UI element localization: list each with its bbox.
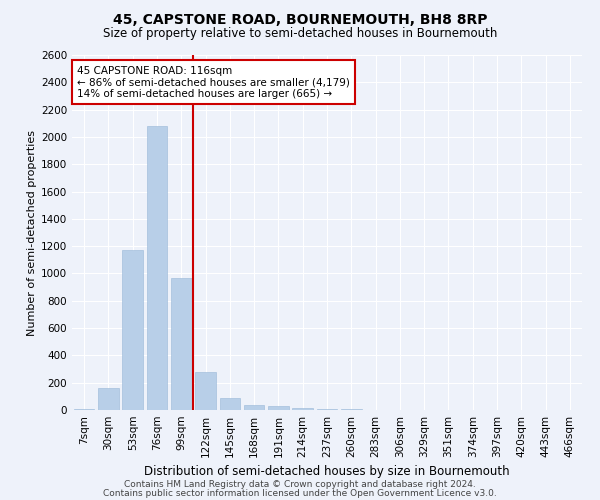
Text: 45, CAPSTONE ROAD, BOURNEMOUTH, BH8 8RP: 45, CAPSTONE ROAD, BOURNEMOUTH, BH8 8RP bbox=[113, 12, 487, 26]
Bar bbox=[292, 408, 313, 410]
Bar bbox=[195, 372, 216, 410]
Bar bbox=[122, 250, 143, 410]
Bar bbox=[146, 126, 167, 410]
Bar bbox=[74, 408, 94, 410]
Text: 45 CAPSTONE ROAD: 116sqm
← 86% of semi-detached houses are smaller (4,179)
14% o: 45 CAPSTONE ROAD: 116sqm ← 86% of semi-d… bbox=[77, 66, 350, 99]
Bar bbox=[268, 406, 289, 410]
Text: Contains public sector information licensed under the Open Government Licence v3: Contains public sector information licen… bbox=[103, 489, 497, 498]
Bar bbox=[171, 278, 191, 410]
Y-axis label: Number of semi-detached properties: Number of semi-detached properties bbox=[27, 130, 37, 336]
Text: Size of property relative to semi-detached houses in Bournemouth: Size of property relative to semi-detach… bbox=[103, 28, 497, 40]
Bar bbox=[98, 388, 119, 410]
Bar bbox=[220, 398, 240, 410]
Text: Contains HM Land Registry data © Crown copyright and database right 2024.: Contains HM Land Registry data © Crown c… bbox=[124, 480, 476, 489]
Bar bbox=[244, 404, 265, 410]
X-axis label: Distribution of semi-detached houses by size in Bournemouth: Distribution of semi-detached houses by … bbox=[144, 466, 510, 478]
